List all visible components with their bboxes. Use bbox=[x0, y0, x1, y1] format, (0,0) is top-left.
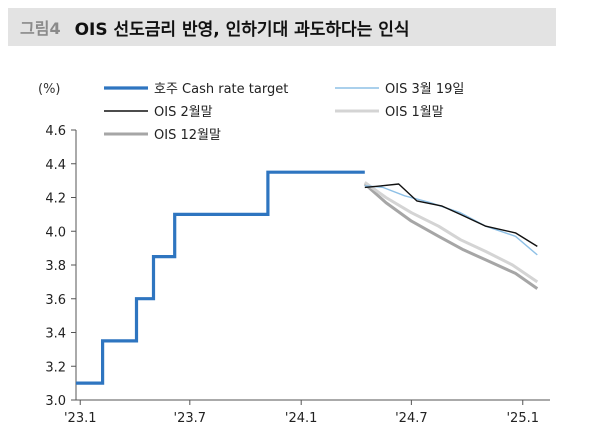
x-tick-label: '25.1 bbox=[506, 411, 539, 426]
series-line bbox=[364, 183, 538, 247]
y-tick-label: 4.0 bbox=[45, 225, 66, 240]
y-tick-label: 4.4 bbox=[45, 158, 66, 173]
x-tick-label: '23.1 bbox=[64, 411, 97, 426]
x-axis: '23.1 '23.7 '24.1 '24.7 '25.1 bbox=[64, 399, 550, 426]
chart-title: OIS 선도금리 반영, 인하기대 과도하다는 인식 bbox=[74, 19, 410, 40]
legend-label: OIS 1월말 bbox=[385, 105, 444, 120]
y-tick-label: 3.4 bbox=[45, 327, 66, 342]
figure-label: 그림4 bbox=[20, 19, 61, 38]
x-tick-label: '23.7 bbox=[174, 411, 207, 426]
y-tick-label: 4.6 bbox=[45, 124, 66, 139]
y-tick-label: 3.8 bbox=[45, 259, 66, 274]
series-line bbox=[363, 181, 539, 284]
y-tick-label: 3.6 bbox=[45, 293, 66, 308]
x-tick-label: '24.1 bbox=[285, 411, 318, 426]
y-tick-label: 3.2 bbox=[45, 360, 66, 375]
series-line bbox=[76, 170, 365, 385]
x-tick-label: '24.7 bbox=[395, 411, 428, 426]
series-line bbox=[363, 182, 539, 290]
figure-header: 그림4 OIS 선도금리 반영, 인하기대 과도하다는 인식 bbox=[8, 8, 556, 46]
y-tick-label: 4.2 bbox=[45, 192, 66, 207]
y-axis: 3.0 3.2 3.4 3.6 3.8 4.0 4.2 4.4 4.6 bbox=[45, 124, 77, 409]
plot-area bbox=[76, 170, 539, 385]
legend-label: OIS 3월 19일 bbox=[385, 82, 464, 97]
legend-label: OIS 2월말 bbox=[154, 105, 213, 120]
y-tick-label: 3.0 bbox=[45, 394, 66, 409]
legend-label: OIS 12월말 bbox=[154, 128, 221, 143]
chart-legend: 호주 Cash rate target OIS 3월 19일 OIS 2월말 OIS … bbox=[104, 82, 464, 143]
y-axis-unit-label: (%) bbox=[38, 82, 61, 97]
legend-label: 호주 Cash rate target bbox=[154, 82, 288, 97]
